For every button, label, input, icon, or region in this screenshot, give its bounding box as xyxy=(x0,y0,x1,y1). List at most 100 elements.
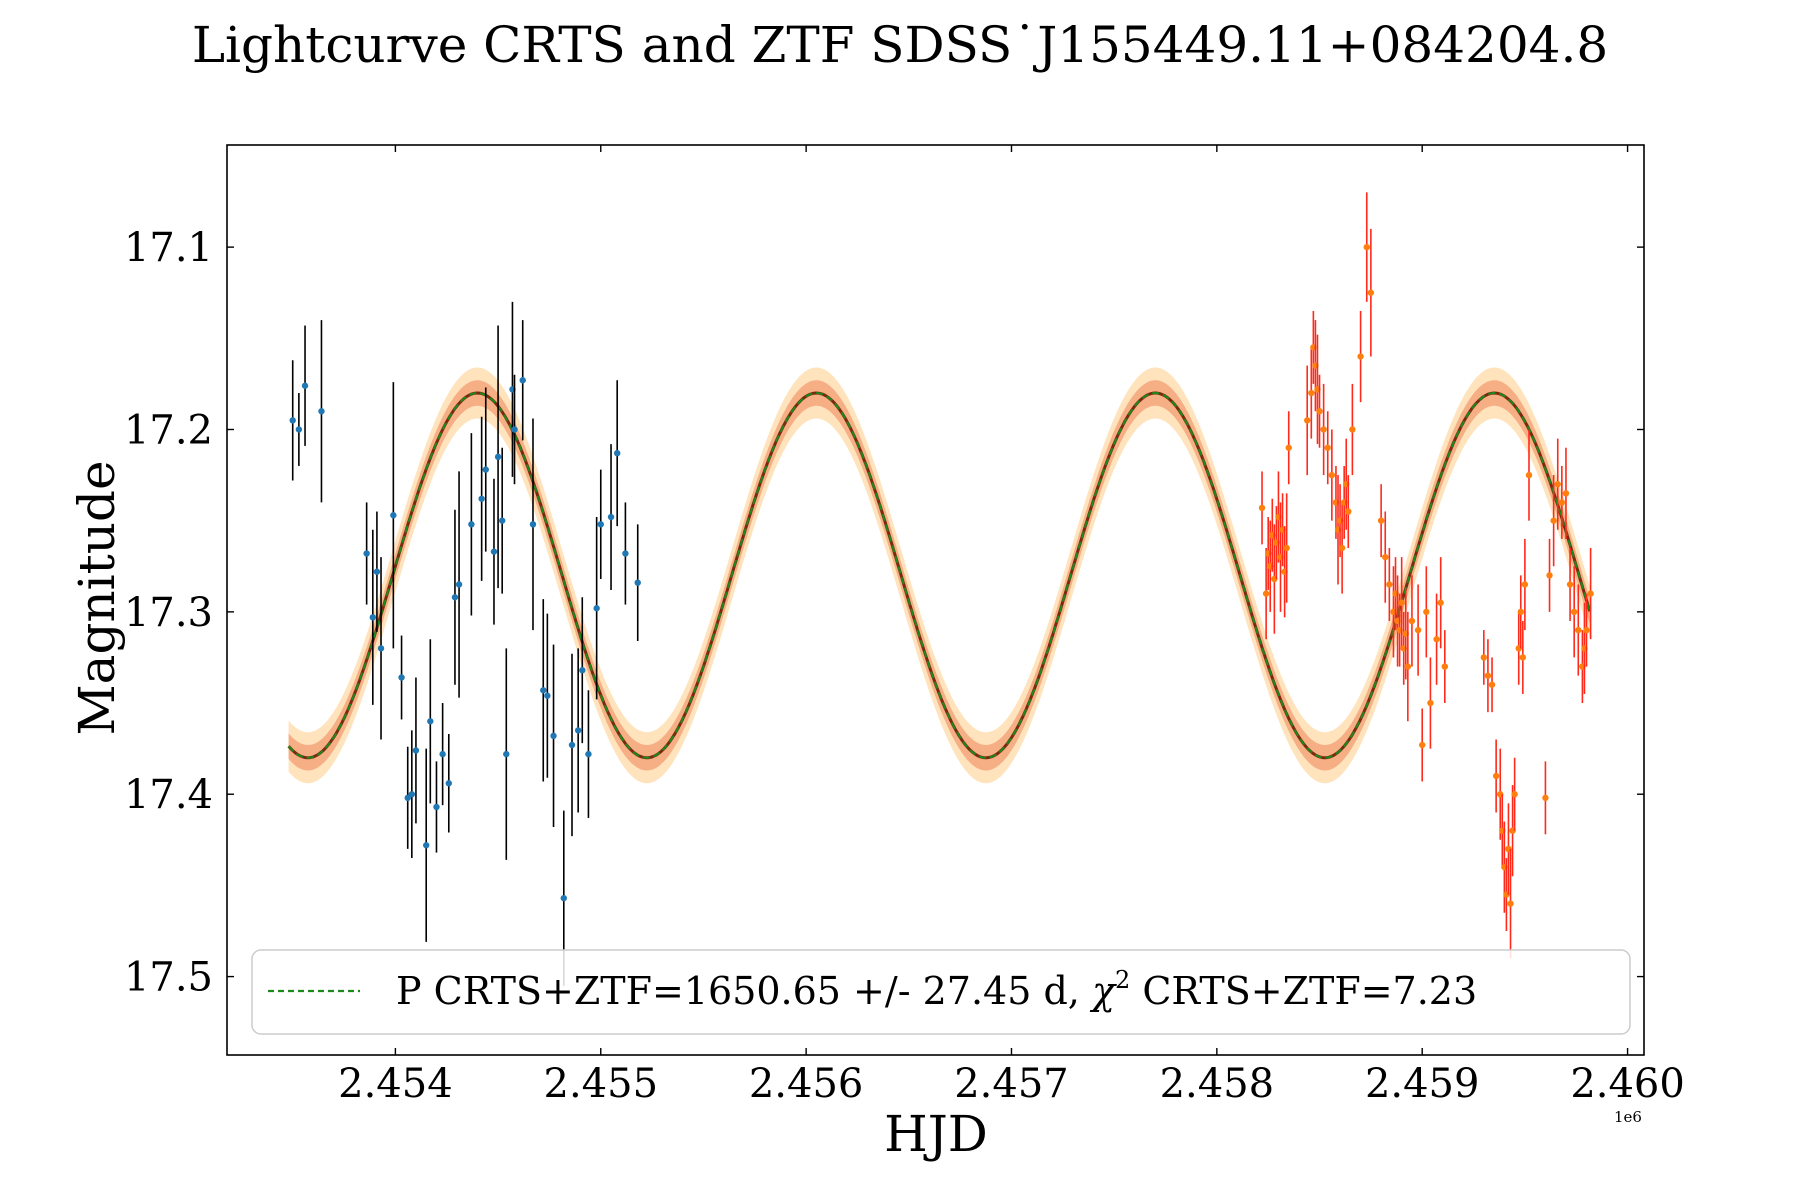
crts-point xyxy=(597,521,604,528)
fit-uncertainty-band xyxy=(288,367,1590,784)
crts-point xyxy=(585,750,592,758)
ztf-point xyxy=(1386,581,1393,588)
ztf-point xyxy=(1316,408,1323,415)
crts-point xyxy=(318,408,325,415)
crts-point xyxy=(398,674,405,681)
x-tick-label: 2.459 xyxy=(1365,1061,1480,1107)
crts-point xyxy=(451,594,459,601)
ztf-point xyxy=(1382,553,1389,561)
x-axis-ticks: 2.454 2.455 2.456 2.457 2.458 2.459 2.460 xyxy=(338,145,1685,1107)
x-tick-label: 2.456 xyxy=(749,1061,864,1107)
ztf-point xyxy=(1349,426,1356,433)
ztf-point xyxy=(1419,741,1426,749)
crts-point xyxy=(373,568,381,575)
ztf-point xyxy=(1583,626,1590,634)
ztf-point xyxy=(1398,599,1405,606)
crts-point xyxy=(622,550,629,557)
ztf-point xyxy=(1414,626,1422,634)
fit-band-outer xyxy=(288,367,1590,784)
ztf-point xyxy=(1408,617,1416,625)
legend-chi-symbol: χ xyxy=(1089,969,1117,1013)
crts-point xyxy=(412,747,420,754)
ztf-point xyxy=(1562,490,1570,497)
fit-curve-line xyxy=(287,391,1591,759)
ztf-point xyxy=(1480,654,1488,661)
crts-point xyxy=(511,426,518,433)
ztf-point xyxy=(1511,791,1518,798)
ztf-point xyxy=(1566,581,1574,588)
y-tick-label: 17.3 xyxy=(124,590,213,636)
chart-title: Lightcurve CRTS and ZTF SDSS˙J155449.11+… xyxy=(192,16,1608,74)
ztf-point xyxy=(1488,681,1496,688)
x-tick-label: 2.455 xyxy=(544,1061,659,1107)
ztf-point xyxy=(1304,417,1311,424)
ztf-point xyxy=(1542,794,1549,802)
ztf-point xyxy=(1507,900,1514,907)
x-tick-label: 2.457 xyxy=(954,1061,1069,1107)
crts-point xyxy=(560,894,567,902)
ztf-point xyxy=(1437,599,1444,606)
ztf-point xyxy=(1519,654,1527,661)
ztf-point xyxy=(1484,672,1492,679)
crts-point xyxy=(482,466,489,473)
x-tick-label: 2.460 xyxy=(1570,1061,1685,1107)
ztf-point xyxy=(1367,289,1375,296)
legend-label: P CRTS+ZTF=1650.65 +/- 27.45 d, χ2 CRTS+… xyxy=(396,966,1477,1013)
crts-point xyxy=(494,453,502,461)
ztf-point xyxy=(1525,471,1533,479)
ztf-point xyxy=(1258,504,1266,512)
ztf-point xyxy=(1283,544,1290,552)
ztf-point xyxy=(1363,243,1370,251)
ztf-point xyxy=(1575,626,1582,634)
crts-point xyxy=(439,750,446,758)
crts-point xyxy=(468,521,475,528)
ztf-point xyxy=(1357,353,1364,360)
y-tick-label: 17.1 xyxy=(124,225,213,271)
ztf-point xyxy=(1328,471,1336,479)
crts-point xyxy=(574,727,582,734)
crts-point xyxy=(579,667,586,674)
crts-point xyxy=(404,794,411,802)
crts-point xyxy=(289,417,296,424)
crts-point xyxy=(550,732,557,740)
y-axis-ticks: 17.1 17.2 17.3 17.4 17.5 xyxy=(124,225,1644,1001)
ztf-point xyxy=(1492,772,1500,780)
ztf-point xyxy=(1320,426,1327,433)
crts-point xyxy=(498,517,506,524)
crts-point xyxy=(423,842,430,849)
crts-point xyxy=(427,718,434,725)
legend-box xyxy=(251,949,1631,1035)
legend-label-suffix: CRTS+ZTF=7.23 xyxy=(1130,969,1477,1013)
y-axis-label: Magnitude xyxy=(68,460,126,735)
crts-point xyxy=(369,614,377,621)
crts-point xyxy=(295,426,303,433)
crts-point xyxy=(503,750,510,758)
crts-point xyxy=(445,780,452,787)
crts-point xyxy=(593,605,600,612)
crts-point xyxy=(613,449,621,457)
crts-point xyxy=(544,692,551,699)
crts-series xyxy=(289,301,641,986)
ztf-point xyxy=(1587,590,1594,597)
crts-point xyxy=(519,377,526,384)
ztf-point xyxy=(1338,544,1346,552)
crts-point xyxy=(478,495,485,502)
ztf-point xyxy=(1558,499,1566,506)
crts-point xyxy=(363,550,370,557)
crts-point xyxy=(408,791,416,798)
ztf-point xyxy=(1404,663,1412,670)
y-tick-label: 17.2 xyxy=(124,407,213,453)
crts-point xyxy=(455,581,463,588)
ztf-point xyxy=(1345,508,1352,515)
legend: P CRTS+ZTF=1650.65 +/- 27.45 d, χ2 CRTS+… xyxy=(251,949,1631,1035)
ztf-point xyxy=(1546,572,1553,579)
crts-point xyxy=(390,512,397,519)
crts-point xyxy=(568,741,576,749)
ztf-point xyxy=(1550,517,1557,524)
y-tick-label: 17.5 xyxy=(124,955,213,1001)
ztf-point xyxy=(1570,608,1578,616)
fit-curve-group xyxy=(287,391,1592,760)
ztf-point xyxy=(1441,663,1448,670)
ztf-point xyxy=(1521,581,1529,588)
